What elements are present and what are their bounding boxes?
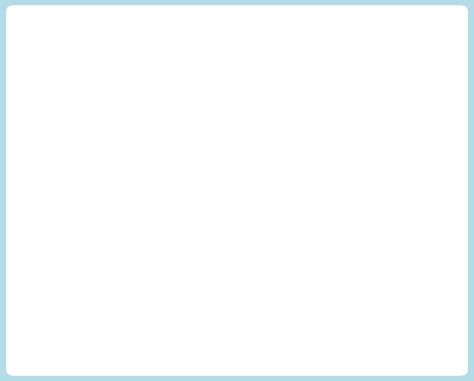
Text: Follicle growth: Follicle growth <box>24 263 80 271</box>
FancyBboxPatch shape <box>112 190 223 212</box>
FancyBboxPatch shape <box>111 156 167 178</box>
FancyBboxPatch shape <box>206 323 292 345</box>
FancyBboxPatch shape <box>361 156 440 178</box>
Text: Inhibin: Inhibin <box>124 163 154 171</box>
Text: Estradiol: Estradiol <box>38 183 76 192</box>
FancyBboxPatch shape <box>169 310 220 330</box>
Circle shape <box>59 234 74 247</box>
Text: Tertiary follicle: Tertiary follicle <box>159 282 211 287</box>
Text: Stimulate
follicle growth: Stimulate follicle growth <box>103 241 153 255</box>
Text: Progesterone: Progesterone <box>372 163 430 171</box>
Circle shape <box>202 274 240 305</box>
FancyBboxPatch shape <box>189 150 285 172</box>
Circle shape <box>165 290 182 304</box>
FancyBboxPatch shape <box>218 287 280 307</box>
Polygon shape <box>220 132 254 151</box>
Ellipse shape <box>151 256 257 322</box>
Text: REPRODUCTIVE HORMONES IN CATTLE: REPRODUCTIVE HORMONES IN CATTLE <box>102 14 372 28</box>
Text: Tonic LH release
maintains CL: Tonic LH release maintains CL <box>301 239 357 252</box>
FancyBboxPatch shape <box>264 271 366 293</box>
Circle shape <box>34 242 52 256</box>
Polygon shape <box>216 111 258 139</box>
Circle shape <box>51 228 82 253</box>
Polygon shape <box>404 263 428 290</box>
Circle shape <box>365 229 452 299</box>
Polygon shape <box>199 49 275 109</box>
Text: FSH stimulate FSH receptor: FSH stimulate FSH receptor <box>112 198 222 204</box>
FancyBboxPatch shape <box>246 190 352 212</box>
Text: Hypothalamus: Hypothalamus <box>203 54 271 63</box>
Text: Positive feedback: Positive feedback <box>47 131 118 138</box>
FancyBboxPatch shape <box>193 48 281 70</box>
Circle shape <box>168 271 193 291</box>
Text: Negative feedback to
regulate FSH release: Negative feedback to regulate FSH releas… <box>91 95 155 139</box>
Text: Ovary: Ovary <box>182 315 207 324</box>
Circle shape <box>26 201 71 237</box>
Text: Corpus luteum: Corpus luteum <box>381 300 437 309</box>
Text: Initiates formation of CL: Initiates formation of CL <box>266 279 363 285</box>
Text: Graafian follicle: Graafian follicle <box>214 330 283 339</box>
Circle shape <box>36 209 61 229</box>
Circle shape <box>408 248 434 269</box>
FancyBboxPatch shape <box>27 176 87 199</box>
Text: LH surge: LH surge <box>216 228 250 237</box>
Text: GnRH: GnRH <box>225 104 249 112</box>
Circle shape <box>191 296 203 306</box>
FancyBboxPatch shape <box>39 124 125 145</box>
Circle shape <box>192 268 246 312</box>
Text: Anterior pituitary: Anterior pituitary <box>199 157 275 165</box>
Text: LH stimulate LH receptor: LH stimulate LH receptor <box>249 198 349 204</box>
Text: Ovulation: Ovulation <box>228 293 270 302</box>
Circle shape <box>380 241 438 288</box>
